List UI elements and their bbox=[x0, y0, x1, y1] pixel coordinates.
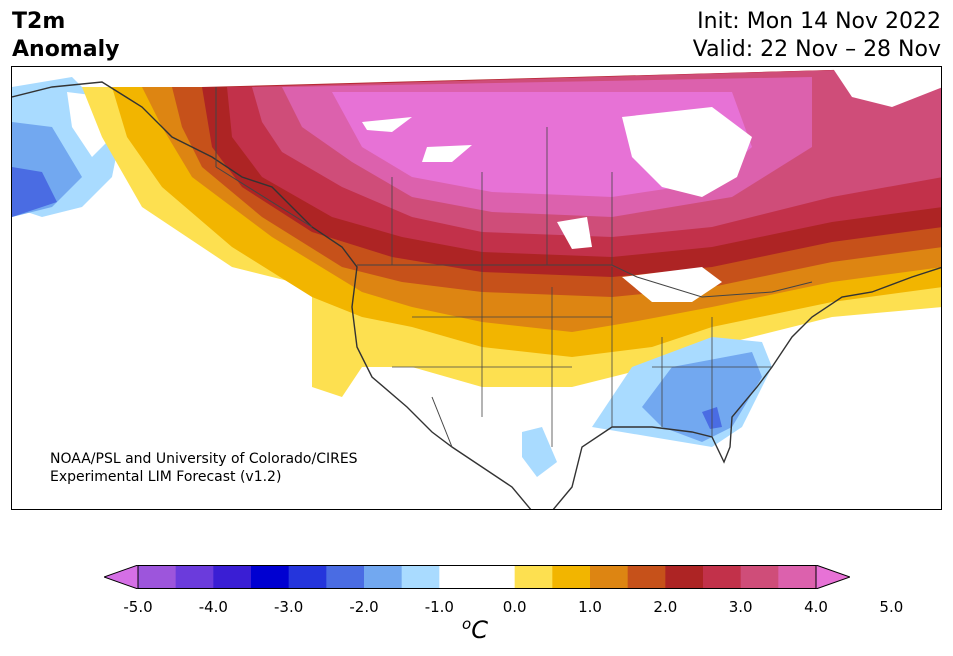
colorbar-unit: oC bbox=[462, 615, 488, 644]
coastline-west bbox=[12, 81, 532, 509]
colorbar-tick-label: 4.0 bbox=[804, 598, 828, 616]
date-block: Init: Mon 14 Nov 2022 Valid: 22 Nov – 28… bbox=[693, 8, 941, 64]
colorbar-ticks: -5.0 -4.0 -3.0 -2.0 -1.0 0.0 1.0 2.0 3.0 4.0 5.0 bbox=[0, 598, 953, 618]
colorbar-segment bbox=[514, 565, 553, 589]
credit-line-1: NOAA/PSL and University of Colorado/CIRE… bbox=[50, 451, 358, 467]
colorbar-segment bbox=[364, 565, 403, 589]
colorbar-segment bbox=[778, 565, 817, 589]
colorbar-tick-label: 0.0 bbox=[502, 598, 527, 616]
title-line-2: Anomaly bbox=[12, 37, 120, 62]
unit-degree: o bbox=[462, 615, 472, 633]
colorbar-border bbox=[137, 565, 817, 589]
colorbar-tick-label: -2.0 bbox=[349, 598, 379, 616]
colorbar-tick-label: 3.0 bbox=[728, 598, 753, 616]
colorbar-arrow-right bbox=[815, 565, 850, 589]
hudson-bay bbox=[622, 107, 752, 197]
coastline-gulf bbox=[552, 266, 941, 509]
colorbar-tick-label: 1.0 bbox=[578, 598, 602, 616]
colorbar-segment bbox=[175, 565, 214, 589]
colorbar-segment bbox=[740, 565, 779, 589]
colorbar-tick-label: -1.0 bbox=[424, 598, 454, 616]
colorbar-tick-label: -3.0 bbox=[274, 598, 304, 616]
colorbar-arrow-left bbox=[104, 565, 139, 589]
colorbar-segment bbox=[251, 565, 290, 589]
colorbar-segment bbox=[552, 565, 591, 589]
map-canvas bbox=[12, 67, 941, 509]
colorbar-segment bbox=[213, 565, 252, 589]
anomaly-map: NOAA/PSL and University of Colorado/CIRE… bbox=[11, 66, 942, 510]
colorbar-segment bbox=[138, 565, 177, 589]
credit-line-2: Experimental LIM Forecast (v1.2) bbox=[50, 469, 282, 485]
colorbar-tick-label: -4.0 bbox=[198, 598, 228, 616]
colorbar-tick-label: -5.0 bbox=[123, 598, 153, 616]
colorbar-tick-label: 5.0 bbox=[879, 598, 904, 616]
colorbar-segment bbox=[590, 565, 629, 589]
colorbar-segment bbox=[703, 565, 742, 589]
valid-date: Valid: 22 Nov – 28 Nov bbox=[692, 37, 941, 62]
title-block: T2m Anomaly bbox=[12, 8, 119, 64]
colorbar-segment bbox=[665, 565, 704, 589]
colorbar-segment bbox=[477, 565, 516, 589]
colorbar-segment bbox=[326, 565, 365, 589]
colorbar-segment bbox=[401, 565, 440, 589]
colorbar-tick-label: 2.0 bbox=[653, 598, 678, 616]
colorbar bbox=[104, 565, 850, 589]
colorbar-segment bbox=[288, 565, 327, 589]
us-canada-border bbox=[357, 264, 813, 298]
unit-letter: C bbox=[471, 616, 488, 644]
title-line-1: T2m bbox=[12, 9, 66, 34]
credit-text: NOAA/PSL and University of Colorado/CIRE… bbox=[50, 450, 358, 486]
colorbar-segment bbox=[627, 565, 666, 589]
colorbar-segment bbox=[439, 565, 478, 589]
init-date: Init: Mon 14 Nov 2022 bbox=[697, 9, 941, 34]
